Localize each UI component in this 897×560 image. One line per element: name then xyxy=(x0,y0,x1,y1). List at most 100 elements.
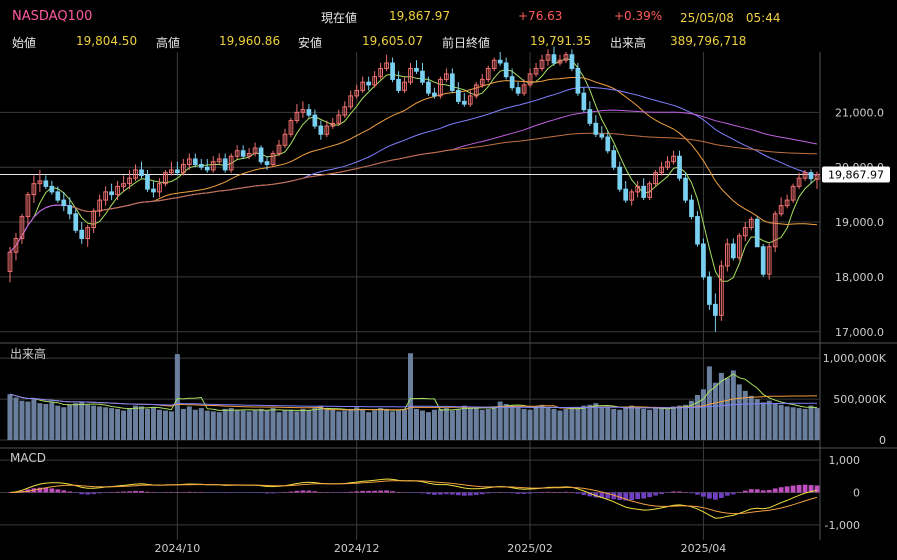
macd-histogram-bar xyxy=(802,484,808,493)
macd-tick-label: 1,000 xyxy=(829,454,861,467)
volume-bar xyxy=(665,408,671,440)
candle-body xyxy=(701,243,706,278)
candle-body xyxy=(204,166,210,171)
candle-body xyxy=(228,155,234,171)
volume-bar xyxy=(168,411,174,440)
candle-body xyxy=(366,81,372,86)
candle-body xyxy=(808,172,814,180)
volume-bar xyxy=(61,407,67,440)
current-price-label: 現在値 xyxy=(321,11,358,25)
candle-body xyxy=(599,133,605,138)
volume-bar xyxy=(790,407,796,440)
volume-bar xyxy=(294,411,300,440)
macd-histogram-bar xyxy=(599,492,605,498)
volume-bar xyxy=(545,407,551,440)
macd-histogram-bar xyxy=(647,492,653,498)
macd-histogram-bar xyxy=(677,491,682,493)
macd-histogram-bar xyxy=(378,490,384,493)
macd-histogram-bar xyxy=(67,491,73,493)
macd-histogram-bar xyxy=(772,488,778,493)
volume-bar xyxy=(605,407,611,440)
volume-bar xyxy=(814,408,820,440)
volume-bar xyxy=(742,390,748,440)
candle-body xyxy=(330,122,336,127)
macd-histogram-bar xyxy=(43,487,49,493)
macd-histogram-bar xyxy=(127,491,132,493)
candle-body xyxy=(234,150,240,157)
candle-body xyxy=(593,122,599,135)
macd-histogram-bar xyxy=(294,490,300,493)
date-tick-label: 2024/10 xyxy=(155,542,201,555)
macd-histogram-bar xyxy=(575,492,581,494)
candle-body xyxy=(503,62,509,78)
macd-histogram-bar xyxy=(695,492,700,495)
candle-body xyxy=(509,76,515,89)
volume-bar xyxy=(133,405,139,440)
candle-body xyxy=(216,158,222,163)
macd-histogram-bar xyxy=(533,492,539,494)
volume-bar xyxy=(688,400,694,440)
volume-bar xyxy=(174,354,180,440)
volume-bar xyxy=(85,404,91,440)
volume-bar xyxy=(198,408,204,440)
candle-body xyxy=(109,191,114,196)
candle-body xyxy=(784,199,790,207)
volume-bar xyxy=(282,410,288,440)
macd-histogram-bar xyxy=(593,492,599,498)
macd-histogram-bar xyxy=(204,492,210,493)
candle-body xyxy=(748,218,754,229)
macd-histogram-bar xyxy=(521,492,527,494)
macd-histogram-bar xyxy=(121,491,126,493)
candle-body xyxy=(91,210,97,229)
candle-body xyxy=(814,173,820,180)
macd-histogram-bar xyxy=(683,492,688,493)
macd-histogram-bar xyxy=(85,492,91,495)
macd-histogram-bar xyxy=(163,492,168,493)
candle-body xyxy=(611,150,617,168)
macd-histogram-bar xyxy=(527,492,533,494)
volume-bar xyxy=(13,397,19,440)
volume-bar xyxy=(461,405,467,440)
macd-histogram-bar xyxy=(79,492,85,495)
volume-bar xyxy=(103,407,109,440)
candle-body xyxy=(151,188,156,193)
macd-histogram-bar xyxy=(754,489,760,493)
price-change-percent: +0.39% xyxy=(614,9,663,23)
macd-histogram-bar xyxy=(264,492,270,494)
volume-bar xyxy=(336,411,342,440)
macd-histogram-bar xyxy=(169,492,174,493)
volume-bar xyxy=(180,408,186,440)
candle-body xyxy=(605,136,611,152)
volume-bar xyxy=(138,406,145,440)
candle-body xyxy=(294,111,300,122)
volume-bar xyxy=(760,402,766,440)
volume-bar xyxy=(366,412,372,440)
candle-body xyxy=(240,150,246,157)
volume-bar xyxy=(97,406,103,440)
candle-body xyxy=(754,218,760,248)
candle-body xyxy=(306,109,312,116)
volume-bar xyxy=(37,403,43,440)
macd-histogram-bar xyxy=(629,492,635,501)
low-value: 19,605.07 xyxy=(362,34,424,48)
macd-histogram-bar xyxy=(258,492,264,494)
macd-histogram-bar xyxy=(91,492,97,495)
candle-body xyxy=(677,155,682,179)
candle-body xyxy=(450,73,455,91)
macd-histogram-bar xyxy=(384,490,389,493)
volume-bar xyxy=(324,408,330,440)
macd-histogram-bar xyxy=(222,492,228,494)
volume-bar xyxy=(563,408,569,440)
volume-tick-label: 1,000,000K xyxy=(823,352,887,365)
volume-bar xyxy=(288,409,294,440)
candle-body xyxy=(7,251,13,272)
volume-bar xyxy=(43,404,49,440)
macd-histogram-bar xyxy=(479,492,485,495)
volume-bar xyxy=(718,372,724,440)
volume-bar xyxy=(778,404,784,440)
macd-histogram-bar xyxy=(270,492,276,494)
signal-line xyxy=(9,480,818,515)
volume-series xyxy=(7,353,820,440)
candle-body xyxy=(485,67,491,80)
